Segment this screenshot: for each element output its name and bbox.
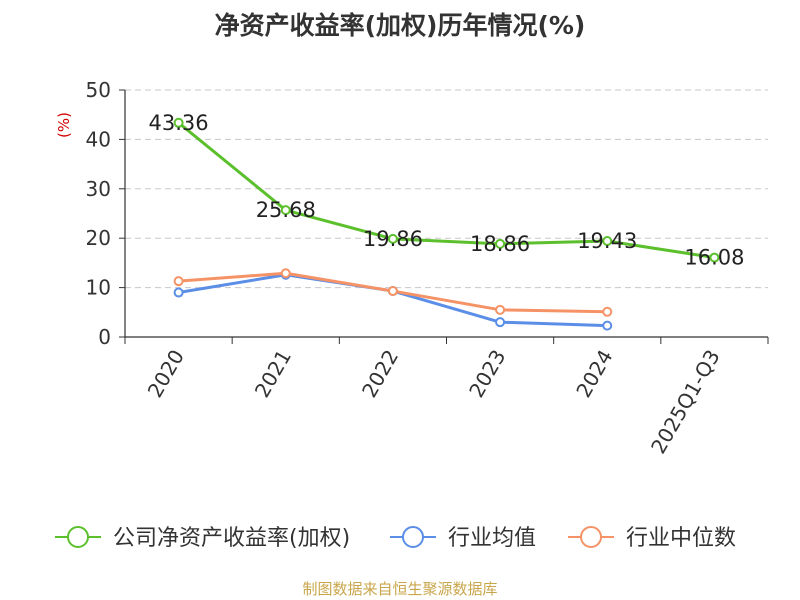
y-axis-unit: (%): [55, 112, 73, 138]
grid-lines: [125, 89, 768, 289]
legend-item[interactable]: 行业均值: [390, 526, 536, 551]
data-point[interactable]: [173, 287, 184, 298]
data-label: 19.43: [577, 229, 637, 253]
x-tick-label: 2021: [250, 346, 296, 402]
chart-title: 净资产收益率(加权)历年情况(%): [214, 11, 586, 40]
legend-marker: [67, 526, 89, 548]
data-point[interactable]: [495, 317, 506, 328]
x-tick-label: 2024: [571, 346, 617, 402]
data-label: 25.68: [256, 198, 316, 222]
data-label: 16.08: [684, 246, 744, 270]
data-point[interactable]: [173, 276, 184, 287]
legend-label: 公司净资产收益率(加权): [113, 526, 350, 551]
y-tick-label: 50: [86, 78, 111, 102]
source-note: 制图数据来自恒生聚源数据库: [302, 580, 498, 598]
x-tick-label: 2023: [464, 346, 510, 402]
data-point[interactable]: [602, 306, 613, 317]
y-tick-label: 10: [86, 276, 111, 300]
data-point[interactable]: [280, 205, 291, 216]
data-label: 18.86: [470, 232, 530, 256]
data-point[interactable]: [387, 233, 398, 244]
x-tick-label: 2022: [357, 346, 403, 402]
legend-item[interactable]: 行业中位数: [568, 526, 736, 551]
data-point[interactable]: [709, 252, 720, 263]
legend-label: 行业均值: [448, 526, 536, 551]
legend-marker: [402, 526, 424, 548]
legend-label: 行业中位数: [626, 526, 736, 551]
axes: 0 10 20 30 40 50 (%) 2020 2021 2022 2023 2024 2025Q1…: [55, 78, 769, 458]
series: [173, 117, 720, 331]
data-point[interactable]: [173, 117, 184, 128]
legend: 公司净资产收益率(加权) 行业均值 行业中位数: [55, 526, 736, 551]
legend-item[interactable]: 公司净资产收益率(加权): [55, 526, 350, 551]
series-line: [178, 273, 608, 328]
legend-marker: [580, 526, 602, 548]
data-label: 19.86: [363, 227, 423, 251]
y-tick-label: 30: [86, 177, 111, 201]
data-point[interactable]: [602, 236, 613, 247]
y-tick-label: 20: [86, 226, 111, 250]
x-tick-label: 2020: [143, 346, 189, 402]
data-label: 43.36: [149, 111, 209, 135]
series-line: [177, 121, 715, 260]
y-tick-label: 40: [86, 127, 111, 151]
data-point[interactable]: [280, 268, 291, 279]
data-point[interactable]: [495, 238, 506, 249]
y-tick-label: 0: [98, 325, 111, 349]
data-point[interactable]: [602, 320, 613, 331]
data-labels: 43.36 25.68 19.86 18.86 19.43 16.08: [149, 111, 745, 270]
data-point[interactable]: [387, 286, 398, 297]
x-tick-label: 2025Q1-Q3: [646, 346, 725, 458]
data-point[interactable]: [495, 304, 506, 315]
